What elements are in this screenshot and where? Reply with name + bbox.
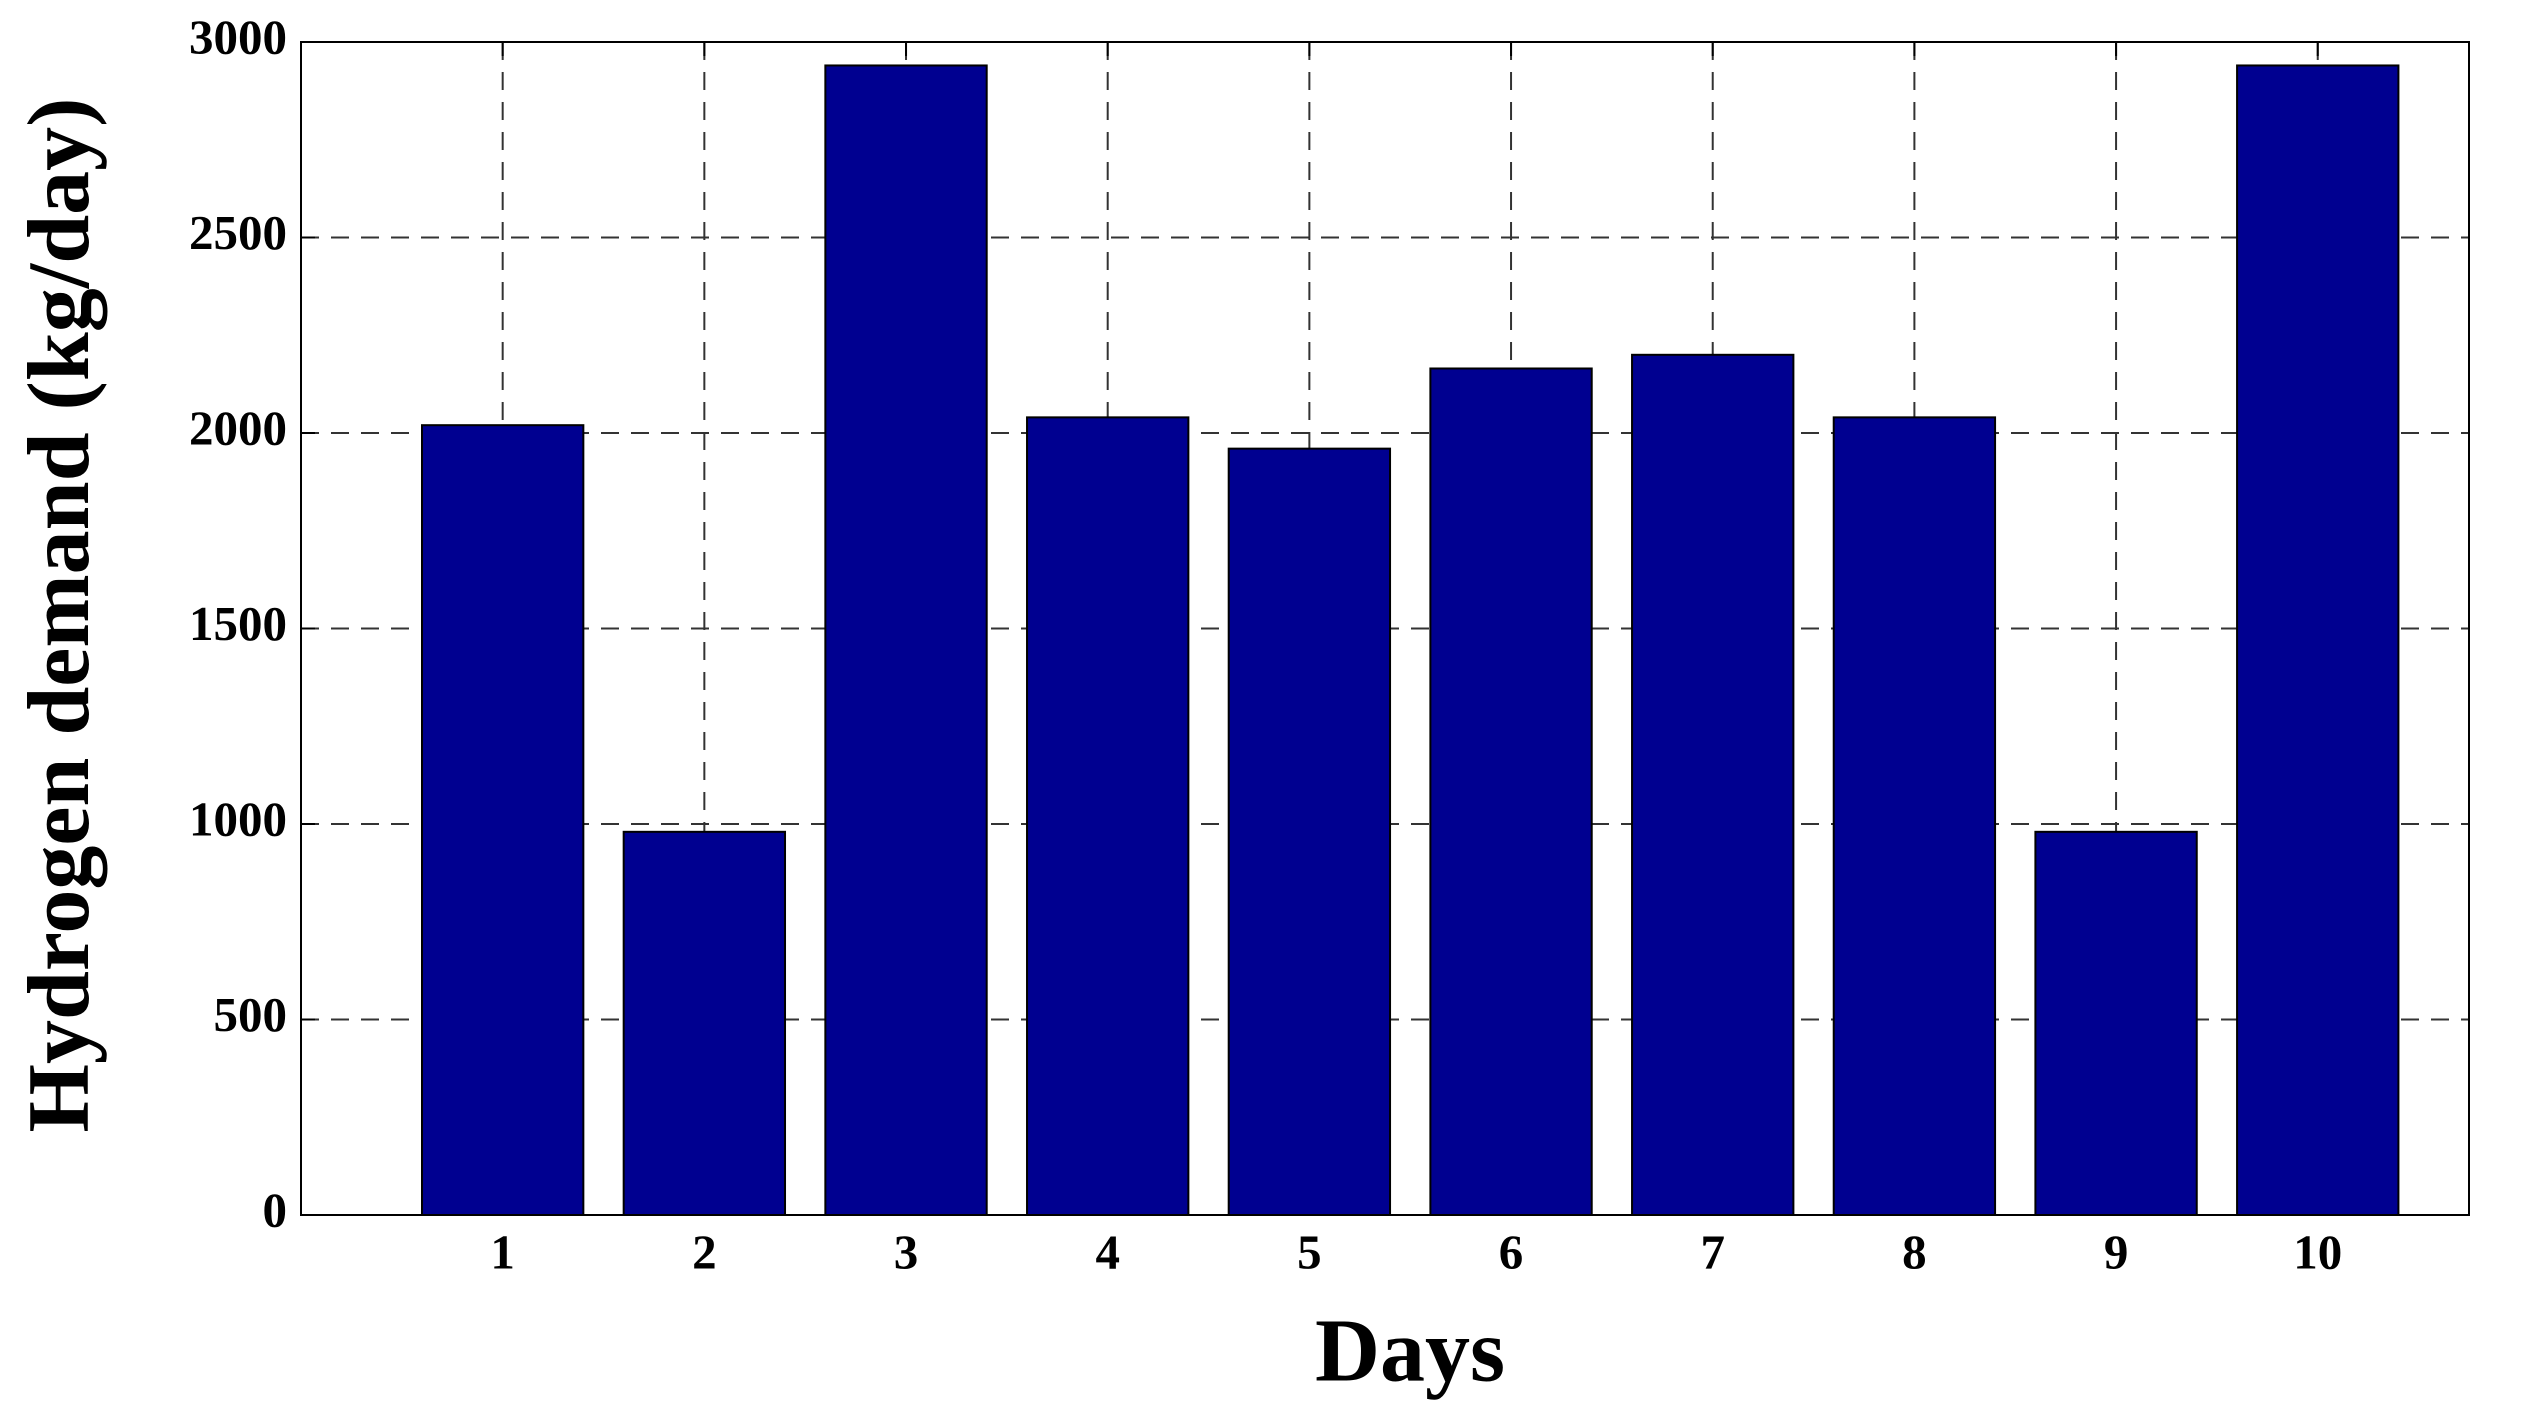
y-tick-label: 0 bbox=[263, 1182, 288, 1237]
plot-frame bbox=[300, 41, 2470, 1216]
y-tick-label: 2500 bbox=[189, 205, 287, 260]
bar bbox=[622, 830, 787, 1216]
x-tick-label: 7 bbox=[1700, 1224, 1725, 1279]
x-tick-label: 9 bbox=[2104, 1224, 2129, 1279]
x-tick-label: 10 bbox=[2293, 1224, 2342, 1279]
bar bbox=[824, 64, 988, 1217]
bar bbox=[2034, 830, 2198, 1216]
x-axis-label: Days bbox=[1315, 1302, 1505, 1401]
y-tick-label: 500 bbox=[214, 987, 288, 1042]
bar bbox=[1631, 353, 1795, 1216]
x-tick-label: 5 bbox=[1297, 1224, 1322, 1279]
y-tick-label: 2000 bbox=[189, 400, 287, 455]
y-tick-label: 1500 bbox=[189, 596, 287, 651]
bar bbox=[1832, 416, 1997, 1216]
bar bbox=[1429, 367, 1593, 1216]
x-tick-label: 3 bbox=[894, 1224, 919, 1279]
bar bbox=[1026, 416, 1190, 1216]
bar bbox=[2236, 64, 2400, 1217]
x-tick-label: 6 bbox=[1499, 1224, 1524, 1279]
x-tick-label: 4 bbox=[1095, 1224, 1120, 1279]
x-tick-label: 1 bbox=[490, 1224, 515, 1279]
x-tick-label: 2 bbox=[692, 1224, 717, 1279]
y-axis-label: Hydrogen demand (kg/day) bbox=[11, 98, 108, 1133]
bar bbox=[421, 424, 585, 1216]
y-tick-label: 1000 bbox=[189, 791, 287, 846]
y-tick-label: 3000 bbox=[189, 9, 287, 64]
bar bbox=[1227, 447, 1392, 1216]
x-tick-label: 8 bbox=[1902, 1224, 1927, 1279]
